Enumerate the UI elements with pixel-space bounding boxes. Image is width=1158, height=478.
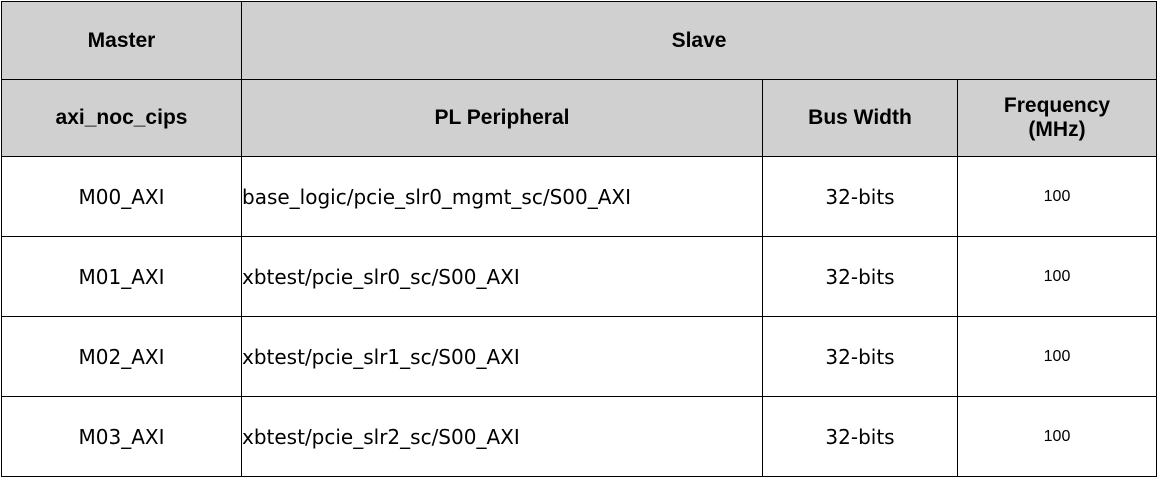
master-cell: M03_AXI bbox=[1, 396, 242, 477]
frequency-header-line1: Frequency bbox=[1003, 94, 1111, 117]
frequency-cell: 100 bbox=[956, 236, 1158, 317]
table-row: M01_AXI xbtest/pcie_slr0_sc/S00_AXI 32-b… bbox=[1, 236, 1158, 317]
pl-peripheral-header: PL Peripheral bbox=[241, 79, 763, 157]
subheader-row: axi_noc_cips PL Peripheral Bus Width Fre… bbox=[1, 79, 1158, 157]
table-row: M02_AXI xbtest/pcie_slr1_sc/S00_AXI 32-b… bbox=[1, 316, 1158, 397]
peripheral-cell: xbtest/pcie_slr2_sc/S00_AXI bbox=[241, 396, 763, 477]
bus-width-header: Bus Width bbox=[762, 79, 958, 157]
frequency-cell: 100 bbox=[956, 396, 1158, 477]
master-header: Master bbox=[1, 1, 242, 80]
master-cell: M00_AXI bbox=[1, 156, 242, 237]
master-cell: M01_AXI bbox=[1, 236, 242, 317]
header-row: Master Slave bbox=[1, 1, 1158, 80]
frequency-header-line2: (MHz) bbox=[1028, 118, 1086, 141]
bus-width-cell: 32-bits bbox=[762, 236, 958, 317]
bus-width-cell: 32-bits bbox=[762, 396, 958, 477]
peripheral-cell: xbtest/pcie_slr0_sc/S00_AXI bbox=[241, 236, 763, 317]
bus-width-cell: 32-bits bbox=[762, 316, 958, 397]
bus-width-cell: 32-bits bbox=[762, 156, 958, 237]
master-name-header: axi_noc_cips bbox=[1, 79, 242, 157]
frequency-header: Frequency (MHz) bbox=[956, 79, 1158, 157]
table-row: M03_AXI xbtest/pcie_slr2_sc/S00_AXI 32-b… bbox=[1, 396, 1158, 477]
slave-header: Slave bbox=[240, 1, 1158, 80]
frequency-cell: 100 bbox=[956, 316, 1158, 397]
table-row: M00_AXI base_logic/pcie_slr0_mgmt_sc/S00… bbox=[1, 156, 1158, 237]
peripheral-cell: xbtest/pcie_slr1_sc/S00_AXI bbox=[241, 316, 763, 397]
frequency-cell: 100 bbox=[956, 156, 1158, 237]
master-cell: M02_AXI bbox=[1, 316, 242, 397]
peripheral-cell: base_logic/pcie_slr0_mgmt_sc/S00_AXI bbox=[241, 156, 763, 237]
